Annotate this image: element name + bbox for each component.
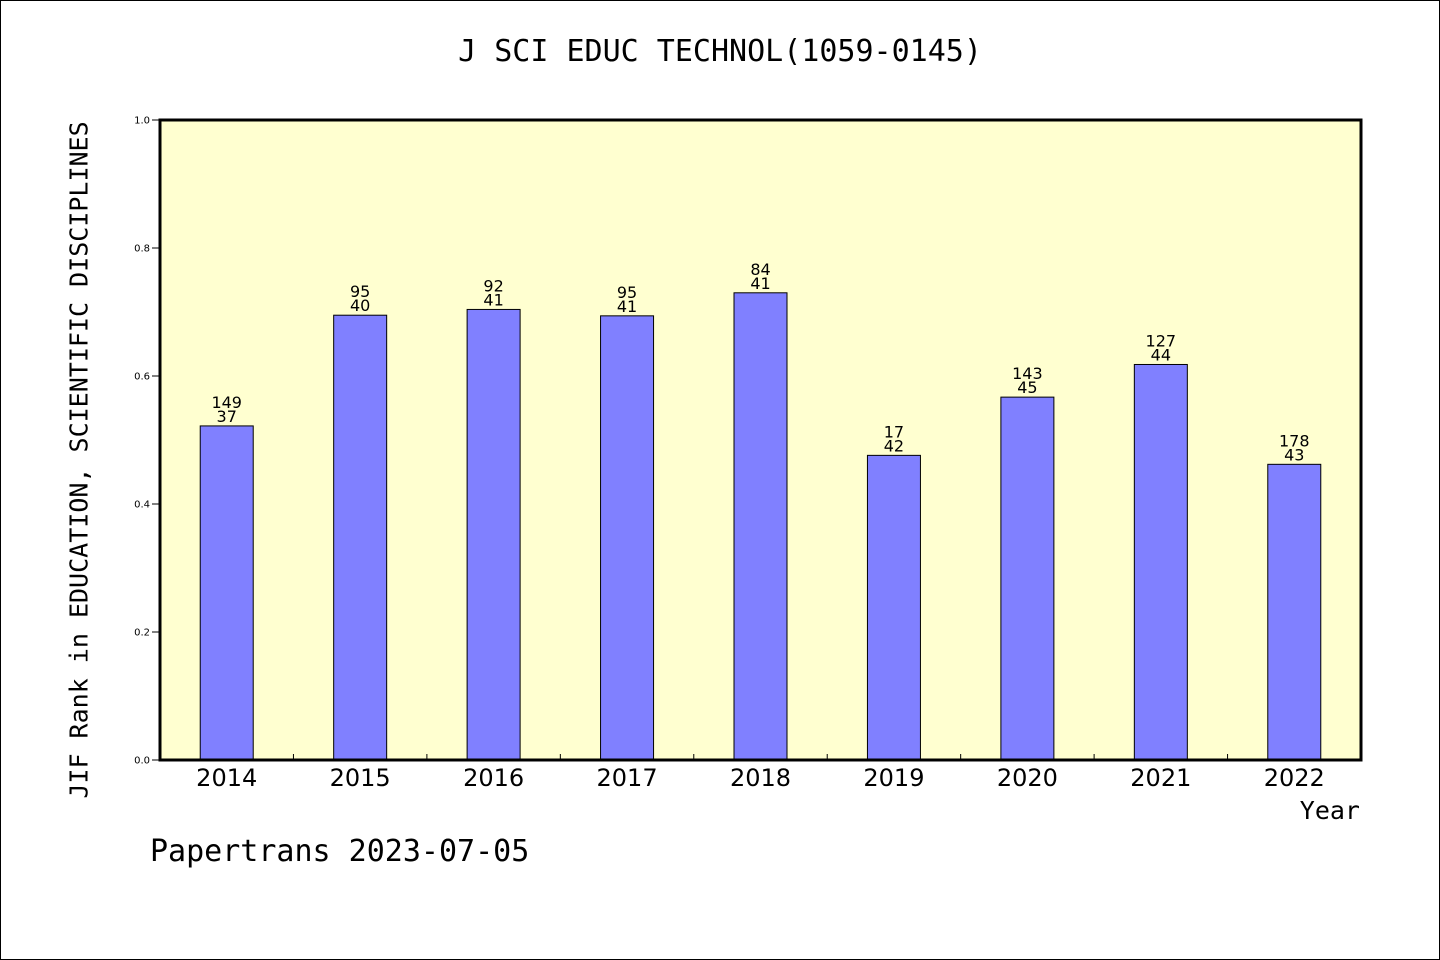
bar-2016 [466,308,521,761]
bar-2018 [733,292,788,761]
bar-2015 [333,314,388,761]
bar-label-rank: 42 [884,436,904,455]
bar-2021 [1133,363,1188,761]
x-tick-label: 2015 [330,764,391,792]
x-tick-label: 2017 [597,764,658,792]
plot-border [158,118,1363,762]
bar-label-rank: 43 [1284,445,1304,464]
x-tick-label: 2021 [1130,764,1191,792]
bar-2019 [866,454,921,761]
bar-label-total: 143 [1012,364,1043,383]
bar-label-total: 95 [617,283,637,302]
bar-2017 [600,315,655,761]
bar-2022 [1267,463,1322,761]
y-tick-label: 0.8 [134,244,150,255]
bar-label-rank: 44 [1151,345,1171,364]
y-tick-label: 0.2 [134,628,150,639]
bar-label-rank: 41 [617,297,637,316]
y-tick-label: 1.0 [134,116,150,127]
bar-label-total: 149 [211,393,242,412]
bar-label-total: 95 [350,282,370,301]
x-tick-label: 2020 [997,764,1058,792]
y-tick-label: 0.0 [134,756,150,767]
x-axis-label: Year [1299,796,1360,825]
bar-label-total: 84 [750,260,770,279]
chart-title: J SCI EDUC TECHNOL(1059-0145) [458,34,982,69]
bar-label-total: 178 [1279,431,1310,450]
bar-label-total: 17 [884,422,904,441]
bar-label-rank: 37 [217,407,237,426]
bar-2020 [1000,396,1055,761]
x-tick-label: 2022 [1264,764,1325,792]
bar-label-rank: 41 [750,274,770,293]
bar-label-total: 92 [483,276,503,295]
y-tick-label: 0.6 [134,372,150,383]
bar-2014 [199,425,254,761]
y-tick-label: 0.4 [134,500,150,511]
x-tick-label: 2016 [463,764,524,792]
bar-label-total: 127 [1146,331,1177,350]
bar-label-rank: 41 [483,290,503,309]
x-tick-label: 2018 [730,764,791,792]
x-tick-label: 2014 [196,764,257,792]
footer-text: Papertrans 2023-07-05 [150,834,530,869]
bar-label-rank: 40 [350,296,370,315]
x-tick-label: 2019 [863,764,924,792]
bar-label-rank: 45 [1017,378,1037,397]
